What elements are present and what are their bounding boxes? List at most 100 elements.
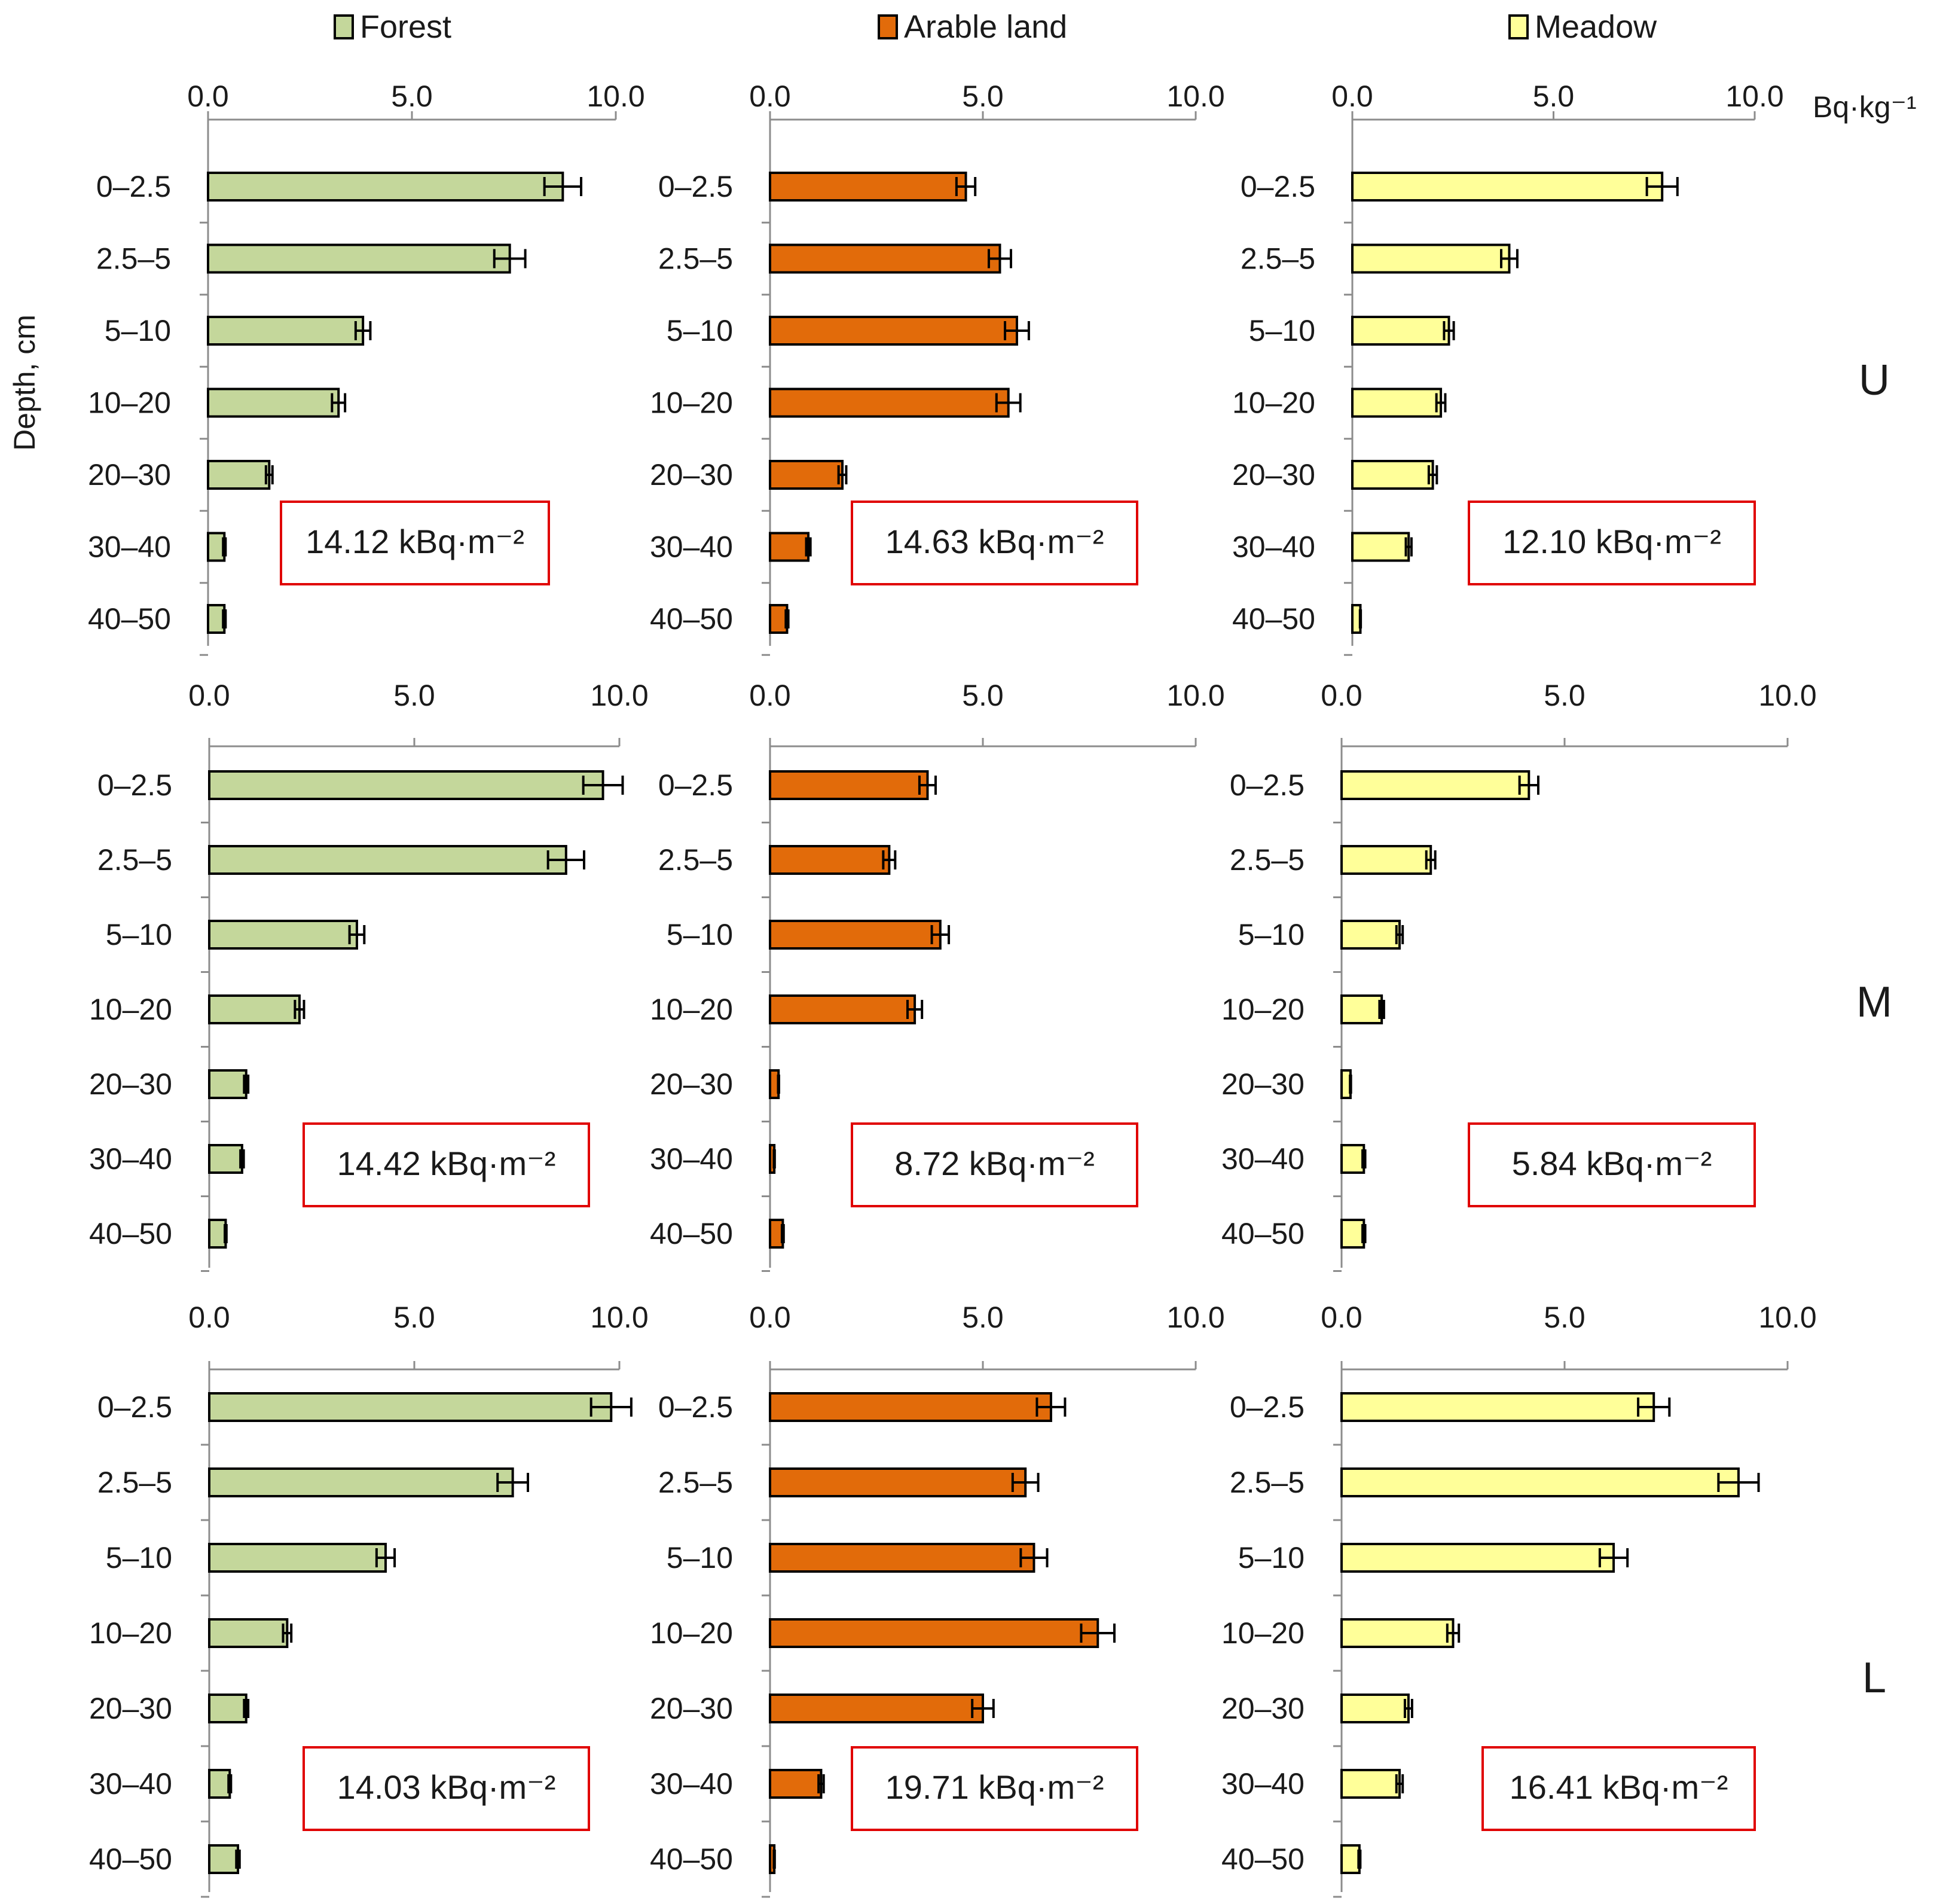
category-label: 30–40 (89, 1142, 172, 1176)
total-label: 8.72 kBq·m⁻² (894, 1145, 1095, 1182)
bar (1340, 1392, 1655, 1422)
bar (769, 1769, 823, 1799)
category-label: 20–30 (1221, 1692, 1305, 1725)
category-label: 0–2.5 (97, 768, 172, 802)
category-label: 30–40 (88, 530, 171, 564)
x-tick-label: 5.0 (1533, 80, 1575, 113)
category-label: 5–10 (667, 1541, 733, 1575)
bar (1340, 1844, 1361, 1874)
row-label: M (1856, 978, 1892, 1026)
total-label: 19.71 kBq·m⁻² (885, 1768, 1104, 1806)
category-label: 20–30 (650, 1692, 733, 1725)
bar (208, 1543, 387, 1573)
total-label: 14.63 kBq·m⁻² (885, 523, 1104, 560)
category-label: 0–2.5 (1230, 1390, 1305, 1424)
category-label: 10–20 (650, 386, 733, 420)
bar (769, 243, 1001, 274)
bar (208, 994, 301, 1024)
category-label: 10–20 (89, 993, 172, 1026)
bar (1340, 920, 1401, 950)
x-tick-label: 0.0 (188, 1301, 230, 1334)
bar (1351, 243, 1511, 274)
category-label: 40–50 (650, 1217, 733, 1250)
panel-meadow: 0.0 5.0 10.0 0–2.5 2.5–5 5–10 10–20 20–30 30–40 4… (1221, 679, 1817, 1272)
x-tick-label: 10.0 (590, 679, 648, 712)
category-label: 10–20 (650, 993, 733, 1026)
bar (208, 1618, 289, 1648)
bar (769, 994, 917, 1024)
bar (769, 920, 942, 950)
category-label: 0–2.5 (1241, 170, 1315, 203)
category-label: 40–50 (89, 1842, 172, 1876)
total-box (1468, 501, 1756, 585)
bar (769, 1543, 1035, 1573)
category-label: 2.5–5 (1230, 1466, 1305, 1499)
x-tick-label: 0.0 (187, 80, 229, 113)
legend-label: Forest (360, 9, 451, 45)
category-label: 2.5–5 (658, 843, 733, 877)
category-label: 2.5–5 (96, 242, 171, 276)
panel-forest: 0.0 5.0 10.0 0–2.5 2.5–5 5–10 10–20 20–30 30–40 4… (88, 80, 645, 656)
category-label: 2.5–5 (97, 843, 172, 877)
panel-arable-land: 0.0 5.0 10.0 0–2.5 2.5–5 5–10 10–20 20–30 30–40 4… (650, 80, 1225, 656)
bar (208, 1769, 231, 1799)
category-label: 2.5–5 (1230, 843, 1305, 877)
bar (769, 1618, 1099, 1648)
bar (208, 1844, 240, 1874)
bar (769, 770, 929, 800)
total-box (851, 501, 1138, 585)
panel-arable-land: 0.0 5.0 10.0 0–2.5 2.5–5 5–10 10–20 20–30 30–40 4… (650, 1301, 1225, 1898)
y-axis-title: Depth, cm (8, 315, 41, 451)
category-label: 10–20 (88, 386, 171, 420)
x-tick-label: 0.0 (749, 80, 791, 113)
total-box (280, 501, 550, 585)
total-label: 5.84 kBq·m⁻² (1512, 1145, 1712, 1182)
category-label: 20–30 (89, 1692, 172, 1725)
total-label: 14.42 kBq·m⁻² (337, 1145, 556, 1182)
legend-swatch (1508, 14, 1529, 39)
category-label: 0–2.5 (1230, 768, 1305, 802)
bar (208, 1219, 227, 1249)
legend-swatch (334, 14, 354, 39)
bar (208, 845, 567, 875)
panel-forest: 0.0 5.0 10.0 0–2.5 2.5–5 5–10 10–20 20–30 30–40 4… (89, 1301, 649, 1898)
total-label: 14.03 kBq·m⁻² (337, 1768, 556, 1806)
bar (208, 1467, 514, 1497)
category-label: 30–40 (650, 1767, 733, 1801)
bar (769, 460, 844, 490)
bar (208, 1144, 243, 1174)
row-label: L (1862, 1654, 1886, 1702)
panel-arable-land: 0.0 5.0 10.0 0–2.5 2.5–5 5–10 10–20 20–30 30–40 4… (650, 679, 1225, 1272)
legend: Forest Arable land Meadow (334, 9, 1657, 45)
bar (1340, 770, 1530, 800)
total-box (851, 1122, 1138, 1207)
bar (1351, 172, 1664, 202)
category-label: 20–30 (1221, 1067, 1305, 1101)
x-tick-label: 0.0 (1321, 679, 1362, 712)
panels: U 0.0 5.0 10.0 0–2.5 2.5–5 5–10 10–20 20–30 30–40… (88, 80, 1892, 1898)
total-box (1481, 1746, 1756, 1831)
category-label: 0–2.5 (658, 1390, 733, 1424)
category-label: 40–50 (88, 602, 171, 636)
x-tick-label: 10.0 (1758, 679, 1816, 712)
category-label: 40–50 (650, 602, 733, 636)
bar (1340, 994, 1383, 1024)
panel-forest: 0.0 5.0 10.0 0–2.5 2.5–5 5–10 10–20 20–30 30–40 4… (89, 679, 649, 1272)
category-label: 2.5–5 (97, 1466, 172, 1499)
category-label: 0–2.5 (97, 1390, 172, 1424)
category-label: 30–40 (650, 1142, 733, 1176)
total-box (1468, 1122, 1756, 1207)
category-label: 30–40 (1232, 530, 1315, 564)
category-label: 20–30 (650, 458, 733, 492)
total-label: 14.12 kBq·m⁻² (306, 523, 524, 560)
bar (208, 1392, 613, 1422)
bar (207, 172, 564, 202)
category-label: 30–40 (89, 1767, 172, 1801)
bar (1340, 1467, 1740, 1497)
x-tick-label: 5.0 (962, 80, 1004, 113)
x-tick-label: 5.0 (393, 1301, 435, 1334)
x-tick-label: 0.0 (1331, 80, 1373, 113)
bar (208, 1069, 248, 1099)
x-tick-label: 10.0 (586, 80, 644, 113)
total-label: 12.10 kBq·m⁻² (1502, 523, 1721, 560)
